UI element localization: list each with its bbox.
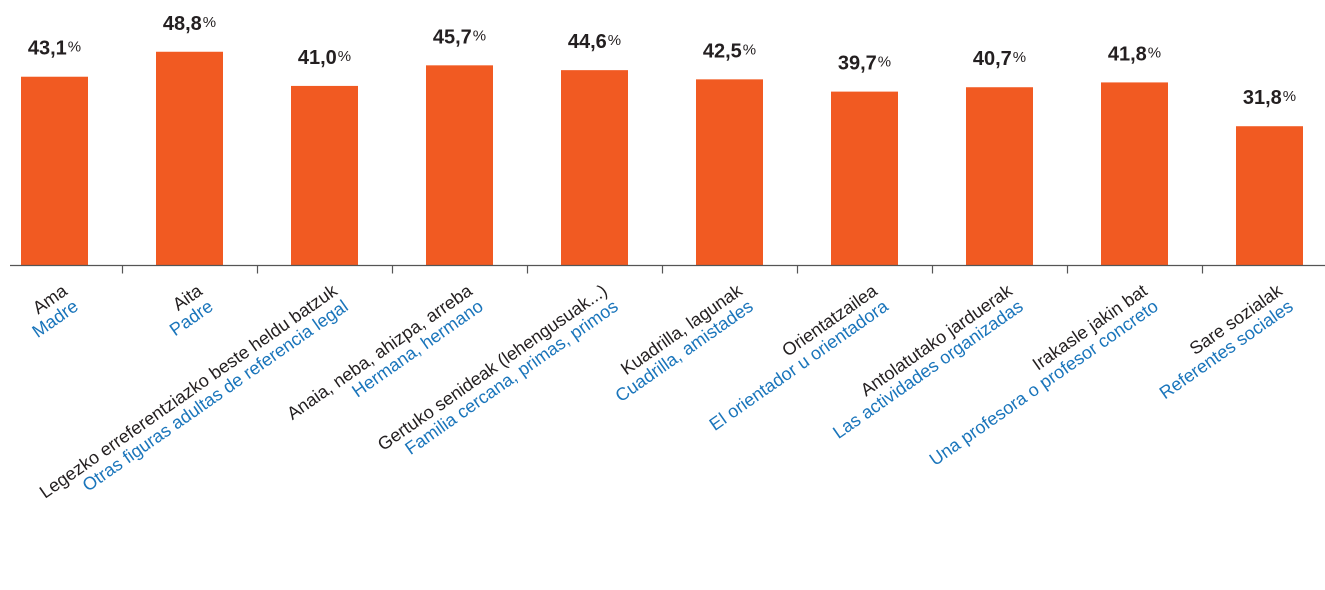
category-label: Kuadrilla, lagunakCuadrilla, amistades <box>601 280 758 406</box>
category-label: AmaMadre <box>18 280 83 342</box>
value-label: 42,5% <box>703 40 756 62</box>
bar <box>966 87 1033 266</box>
bar <box>696 79 763 266</box>
bar <box>1101 82 1168 266</box>
value-label: 45,7% <box>433 26 486 48</box>
value-label: 41,0% <box>298 47 351 69</box>
value-label: 41,8% <box>1108 43 1161 65</box>
bar <box>156 51 223 266</box>
bar <box>291 85 358 266</box>
bar <box>561 70 628 266</box>
bar <box>831 91 898 266</box>
x-axis-ticks <box>121 265 1204 274</box>
category-label: Gertuko senideak (lehengusuak...)Familia… <box>374 280 622 470</box>
bar <box>1236 126 1303 266</box>
bar <box>426 65 493 266</box>
value-label: 39,7% <box>838 53 891 75</box>
category-label: AitaPadre <box>155 280 218 340</box>
value-label: 43,1% <box>28 38 81 60</box>
value-label: 40,7% <box>973 48 1026 70</box>
value-labels-group: 43,1% 48,8% 41,0% 45,7% 44,6% 42,5% 39,7% 40,7%… <box>28 13 1296 109</box>
category-label: Sare sozialakReferentes sociales <box>1145 280 1298 403</box>
value-label: 31,8% <box>1243 87 1296 109</box>
bars-group <box>21 51 1303 266</box>
value-label: 44,6% <box>568 31 621 53</box>
category-label: Irakasle jakin batUna profesora o profes… <box>915 280 1162 469</box>
bar <box>21 76 88 266</box>
value-label: 48,8% <box>163 13 216 35</box>
